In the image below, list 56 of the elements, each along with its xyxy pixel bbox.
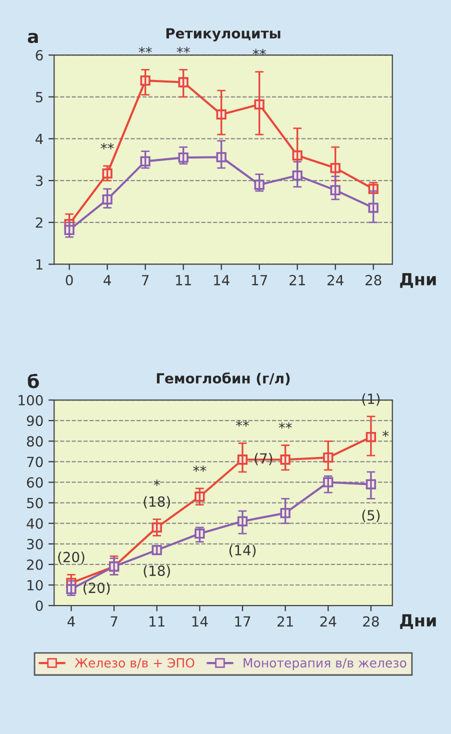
x-axis-title: Дни	[400, 614, 436, 630]
x-tick-label: 0	[66, 274, 73, 286]
y-tick-label: 6	[36, 50, 43, 61]
x-tick-label: 28	[363, 616, 379, 627]
y-tick-label: 30	[27, 538, 43, 550]
x-tick-label: 11	[176, 275, 191, 286]
annotation: *	[154, 480, 160, 486]
x-tick-label: 14	[192, 616, 208, 627]
x-tick-label: 17	[235, 616, 250, 627]
x-tick-label: 4	[68, 616, 75, 627]
y-tick-label: 20	[27, 559, 43, 570]
x-tick-label: 17	[252, 275, 267, 286]
y-tick-label: 100	[18, 395, 43, 406]
x-tick-label: 14	[214, 275, 230, 286]
annotation: *	[382, 430, 389, 437]
y-tick-label: 90	[26, 416, 43, 426]
annotation: (5)	[362, 510, 380, 522]
x-tick-label: 11	[150, 616, 164, 627]
x-tick-label: 21	[290, 274, 305, 286]
annotation: (18)	[144, 565, 170, 578]
x-tick-label: 7	[110, 616, 118, 627]
y-tick-label: 3	[36, 176, 43, 186]
annotation: (20)	[84, 582, 110, 595]
y-tick-label: 4	[36, 134, 43, 144]
annotation: **	[252, 48, 266, 56]
annotation: (14)	[229, 544, 256, 558]
annotation: (20)	[58, 552, 84, 564]
text: б	[28, 374, 39, 388]
annotation: **	[176, 46, 190, 54]
legend-label: Монотерапия в/в железо	[244, 658, 406, 670]
x-axis-title: Дни	[400, 273, 436, 288]
y-tick-label: 40	[26, 518, 43, 529]
y-tick-label: 80	[26, 436, 43, 447]
annotation: **	[193, 465, 206, 472]
y-tick-label: 1	[36, 259, 42, 270]
x-tick-label: 24	[320, 616, 336, 627]
x-tick-label: 28	[366, 274, 382, 286]
y-tick-label: 5	[36, 92, 42, 102]
y-tick-label: 0	[36, 600, 43, 612]
chart-title: Гемоглобин (г/л)	[156, 372, 290, 386]
y-tick-label: 50	[27, 498, 43, 508]
y-tick-label: 10	[28, 580, 43, 590]
x-tick-label: 7	[142, 275, 149, 286]
text: а	[28, 32, 38, 44]
y-tick-label: 70	[27, 456, 43, 468]
annotation: **	[138, 46, 152, 54]
legend-label: Железо в/в + ЭПО	[74, 658, 194, 669]
y-tick-label: 2	[36, 217, 42, 228]
annotation: **	[236, 420, 250, 427]
x-tick-label: 24	[328, 274, 344, 286]
x-tick-label: 4	[104, 275, 111, 286]
chart-title: Ретикулоциты	[166, 28, 280, 42]
annotation: **	[278, 422, 292, 429]
annotation: **	[100, 143, 114, 150]
x-tick-label: 21	[278, 616, 293, 627]
y-tick-label: 60	[27, 477, 43, 488]
